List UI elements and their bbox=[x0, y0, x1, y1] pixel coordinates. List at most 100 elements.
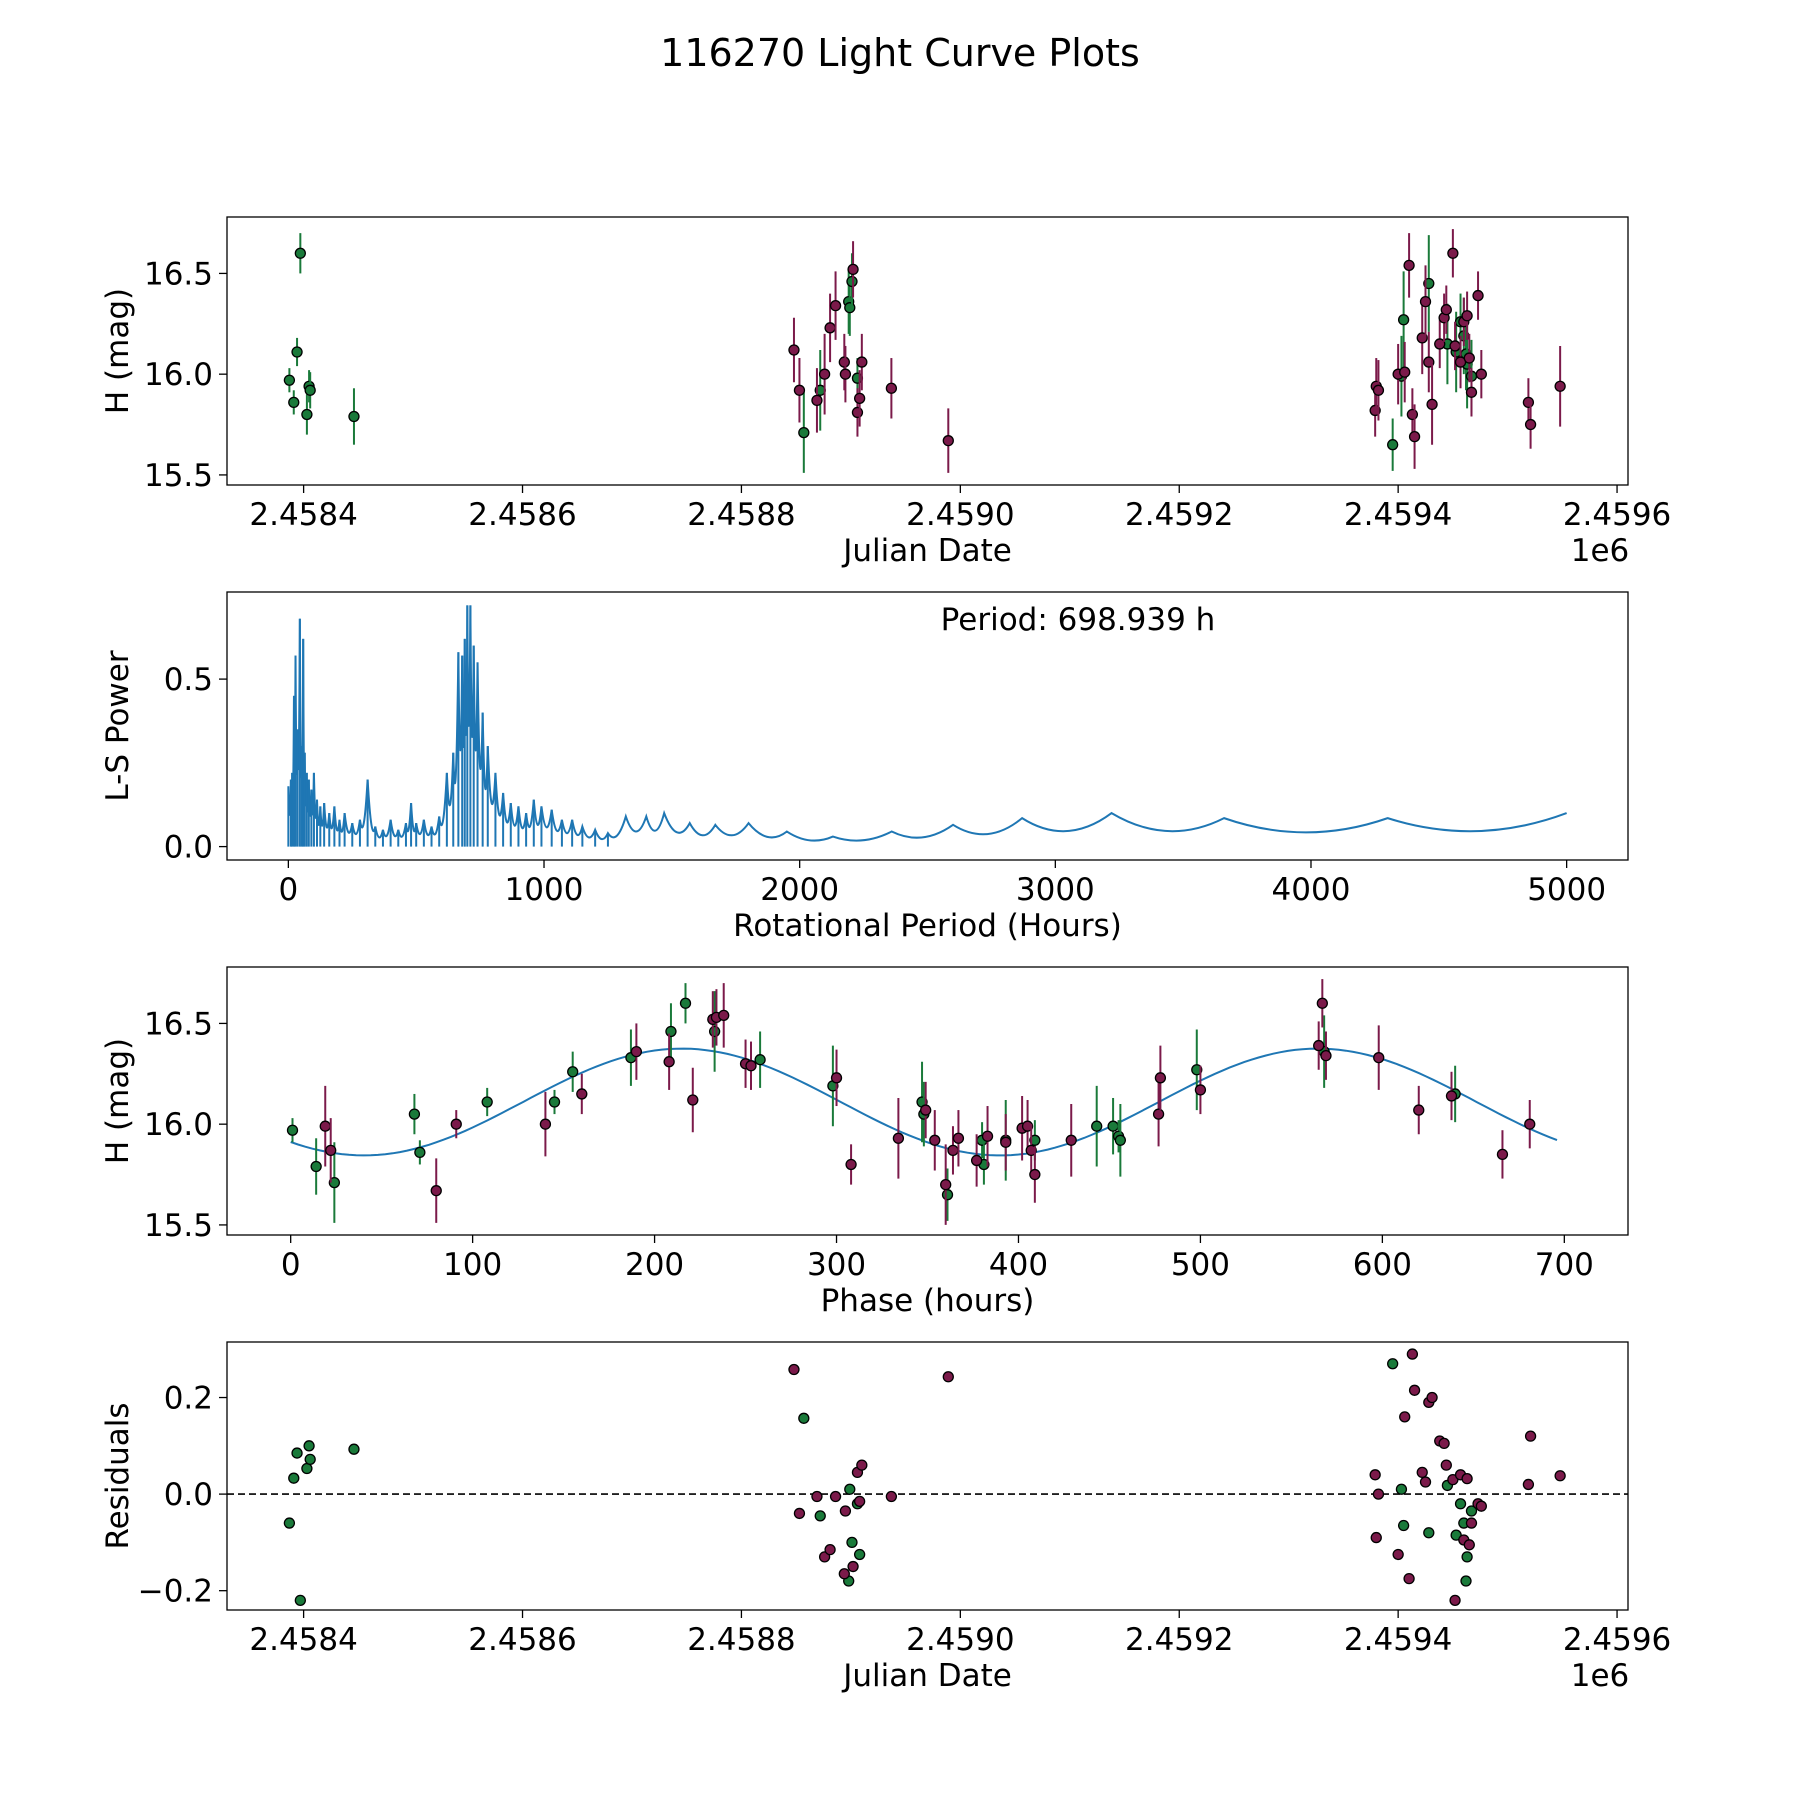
figure-title: 116270 Light Curve Plots bbox=[660, 31, 1140, 75]
r-band-point bbox=[539, 1118, 552, 1130]
y-tick-label: 16.0 bbox=[144, 1107, 213, 1143]
x-axis-label: Rotational Period (Hours) bbox=[733, 908, 1122, 944]
r-band-point bbox=[824, 322, 836, 334]
x-tick-label: 2.4590 bbox=[906, 1622, 1014, 1658]
r-band-point bbox=[1399, 1411, 1411, 1423]
r-band-point bbox=[929, 1134, 941, 1146]
g-band-point bbox=[348, 410, 360, 423]
r-band-point bbox=[1403, 259, 1415, 272]
panel-3: 0 100 200 300 400 500 600 700 15.5 16.0 16.5 Phase … bbox=[100, 966, 1629, 1319]
g-band-point bbox=[1107, 1120, 1119, 1132]
g-band-point bbox=[1114, 1134, 1127, 1146]
r-band-point bbox=[1406, 1348, 1419, 1360]
axes-frame bbox=[226, 591, 1629, 861]
g-band-point bbox=[294, 247, 306, 259]
r-band-point bbox=[1426, 398, 1438, 411]
r-band-point bbox=[981, 1130, 994, 1142]
y-tick-label: 16.0 bbox=[144, 357, 213, 393]
g-band-point bbox=[348, 1443, 360, 1455]
r-band-point bbox=[839, 368, 852, 380]
r-band-point bbox=[793, 1507, 806, 1520]
x-tick-label: 2.4590 bbox=[906, 497, 1014, 533]
r-band-point bbox=[838, 1568, 850, 1580]
r-band-point bbox=[885, 1490, 898, 1503]
r-band-point bbox=[940, 1178, 952, 1191]
r-band-point bbox=[1413, 1104, 1425, 1116]
r-band-point bbox=[1475, 368, 1487, 380]
g-band-point bbox=[328, 1176, 340, 1189]
g-band-point bbox=[481, 1096, 493, 1108]
r-band-point bbox=[970, 1154, 983, 1167]
r-band-point bbox=[1440, 304, 1452, 316]
x-axis-label: Julian Date bbox=[841, 1658, 1012, 1694]
r-band-point bbox=[1463, 1539, 1475, 1551]
x-tick-label: 600 bbox=[1353, 1247, 1412, 1283]
r-band-point bbox=[745, 1060, 757, 1072]
r-band-point bbox=[1408, 430, 1421, 443]
r-band-point bbox=[1194, 1084, 1207, 1096]
r-band-point bbox=[1472, 289, 1484, 302]
r-band-point bbox=[845, 1158, 857, 1171]
x-tick-label: 2.4592 bbox=[1125, 1622, 1233, 1658]
r-band-point bbox=[1426, 1391, 1438, 1404]
x-tick-label: 2.4596 bbox=[1563, 1622, 1671, 1658]
r-band-point bbox=[920, 1104, 932, 1116]
g-band-point bbox=[708, 1025, 721, 1038]
axes-frame bbox=[226, 216, 1629, 486]
x-tick-label: 2.4584 bbox=[249, 1622, 357, 1658]
axes-frame bbox=[226, 1341, 1629, 1611]
g-band-point bbox=[846, 275, 858, 288]
x-tick-label: 2.4586 bbox=[468, 497, 576, 533]
g-band-point bbox=[665, 1025, 677, 1038]
x-tick-label: 2.4594 bbox=[1344, 497, 1452, 533]
r-band-point bbox=[1021, 1120, 1034, 1132]
g-band-point bbox=[1454, 1498, 1467, 1510]
r-band-point bbox=[687, 1094, 699, 1106]
y-axis-label: L-S Power bbox=[100, 650, 136, 801]
r-band-point bbox=[838, 356, 850, 368]
r-band-point bbox=[1524, 1118, 1536, 1130]
g-band-point bbox=[286, 1124, 299, 1136]
plots: 2.4584 2.4586 2.4588 2.4590 2.4592 2.4594 2.45… bbox=[100, 216, 1671, 1694]
r-band-point bbox=[1372, 384, 1385, 396]
g-band-point bbox=[567, 1066, 579, 1078]
g-band-point bbox=[1397, 1519, 1410, 1532]
g-band-point bbox=[1387, 439, 1399, 451]
x-tick-label: 2.4584 bbox=[249, 497, 357, 533]
r-band-point bbox=[830, 1072, 843, 1084]
r-band-point bbox=[1524, 418, 1537, 431]
r-band-point bbox=[1438, 1437, 1450, 1450]
g-band-point bbox=[798, 426, 810, 439]
x-tick-label: 400 bbox=[989, 1247, 1048, 1283]
r-band-point bbox=[1154, 1072, 1167, 1084]
r-band-point bbox=[1419, 295, 1432, 308]
y-tick-label: 15.5 bbox=[144, 458, 213, 494]
g-band-point bbox=[1191, 1064, 1203, 1076]
y-tick-label: 0.0 bbox=[164, 830, 213, 866]
g-band-point bbox=[288, 1472, 300, 1484]
plot-area bbox=[287, 605, 1567, 847]
g-band-point bbox=[846, 1536, 858, 1549]
r-band-point bbox=[1554, 1470, 1566, 1482]
r-band-point bbox=[1408, 1384, 1421, 1396]
r-band-point bbox=[947, 1144, 959, 1157]
r-band-point bbox=[1449, 1594, 1461, 1606]
r-band-point bbox=[856, 1459, 868, 1471]
r-band-point bbox=[788, 1363, 800, 1376]
y-tick-label: −0.2 bbox=[138, 1574, 213, 1610]
x-tick-label: 2.4596 bbox=[1563, 497, 1671, 533]
r-band-point bbox=[885, 382, 898, 394]
r-band-point bbox=[325, 1144, 337, 1157]
x-tick-label: 2.4588 bbox=[687, 497, 795, 533]
r-band-point bbox=[818, 368, 831, 380]
r-band-point bbox=[847, 1560, 859, 1573]
x-tick-label: 200 bbox=[625, 1247, 684, 1283]
r-band-point bbox=[892, 1132, 905, 1144]
r-band-point bbox=[1406, 408, 1419, 421]
r-band-point bbox=[1465, 1517, 1478, 1529]
x-tick-label: 2.4586 bbox=[468, 1622, 576, 1658]
r-band-point bbox=[430, 1185, 442, 1197]
y-tick-label: 0.5 bbox=[164, 662, 213, 698]
r-band-point bbox=[1025, 1144, 1037, 1157]
